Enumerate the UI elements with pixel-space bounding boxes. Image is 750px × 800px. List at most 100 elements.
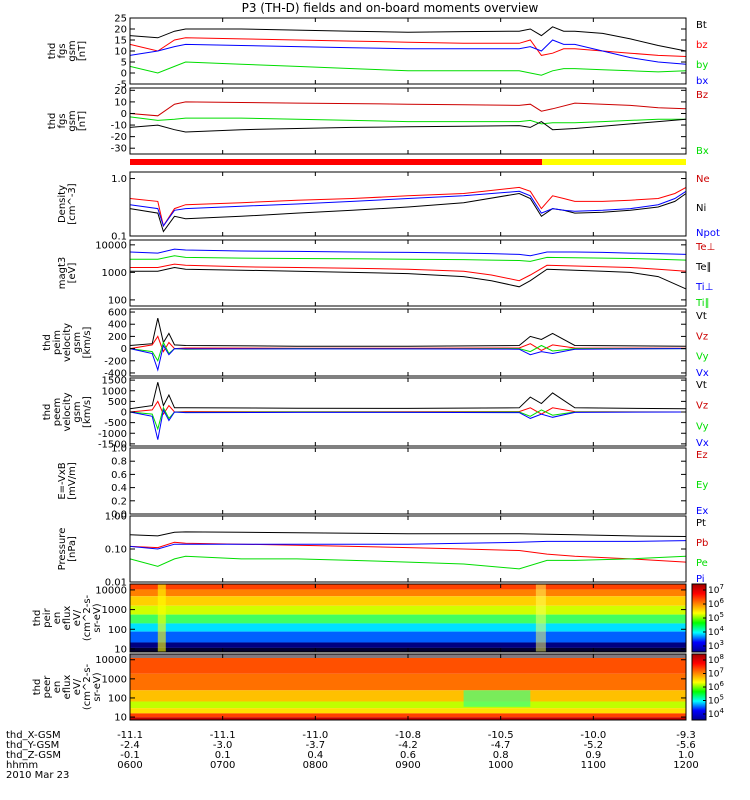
ephem-value: -2.4 bbox=[120, 740, 140, 751]
ylabel: Density[cm^-3] bbox=[57, 183, 78, 224]
legend-item: Ti⊥ bbox=[695, 282, 713, 293]
panel-frame bbox=[129, 87, 687, 155]
ylabel-line: thd bbox=[47, 113, 58, 130]
ytick-label: -1000 bbox=[98, 429, 127, 440]
spectrogram-band bbox=[130, 701, 686, 709]
ylabel-line: gsm bbox=[72, 332, 83, 353]
ylabel-line: peer bbox=[42, 675, 53, 699]
series-p5-3 bbox=[129, 344, 687, 372]
ephem-value: -10.8 bbox=[395, 730, 421, 741]
series-p3-2 bbox=[129, 190, 687, 228]
ephem-value: 1100 bbox=[581, 760, 606, 771]
spectrogram-band bbox=[130, 642, 686, 648]
series-p4-3 bbox=[130, 255, 687, 262]
spectrogram-band bbox=[130, 713, 686, 718]
ephem-value: -3.0 bbox=[213, 740, 233, 751]
ytick-label: 0.1 bbox=[111, 232, 127, 243]
ylabel-line: fgs bbox=[57, 113, 68, 128]
ephemeris-table: thd_X-GSM -11.1 -11.1 -11.0 -10.8 -10.5 -10.0-… bbox=[6, 730, 699, 781]
spectrogram-band bbox=[130, 708, 686, 714]
figure-title: P3 (TH-D) fields and on-board moments ov… bbox=[242, 1, 539, 15]
ytick-label: 600 bbox=[108, 308, 127, 319]
ylabel: thdpeerenefluxeV/(cm^2-s-sr-eV) bbox=[32, 663, 103, 710]
ylabel-line: sr-eV) bbox=[92, 672, 103, 701]
ytick-label: 0.8 bbox=[111, 457, 127, 468]
mode-bar-yellow bbox=[542, 159, 686, 165]
ytick-label: 15 bbox=[114, 36, 127, 47]
spectrogram-band bbox=[130, 631, 686, 643]
ephem-value: -9.3 bbox=[676, 730, 696, 741]
ytick-label: 10 bbox=[114, 713, 127, 724]
legend-item: Pb bbox=[696, 538, 708, 549]
legend-item: bx bbox=[696, 76, 708, 87]
ytick-label: 10000 bbox=[95, 240, 127, 251]
ephem-row-label: thd_Y-GSM bbox=[6, 740, 59, 751]
ephem-value: 1000 bbox=[488, 760, 513, 771]
ylabel-line: eV/ bbox=[72, 678, 83, 695]
ylabel-line: gsm bbox=[67, 110, 78, 131]
ephem-value: 0900 bbox=[395, 760, 420, 771]
ylabel: thdpeirenefluxeV/(cm^2-s-sr-eV) bbox=[32, 594, 103, 641]
spectrogram-band bbox=[130, 690, 686, 702]
ephem-value: 0600 bbox=[117, 760, 142, 771]
spectrogram-feature bbox=[157, 584, 166, 652]
series-p3-1 bbox=[129, 192, 687, 233]
ylabel-line: en bbox=[52, 612, 63, 625]
series-p1-2 bbox=[129, 61, 687, 76]
ephem-value: 1.0 bbox=[678, 750, 694, 761]
series-p8-2 bbox=[129, 555, 687, 570]
ephem-value: -11.1 bbox=[117, 730, 143, 741]
series-p4-2 bbox=[129, 248, 687, 257]
ytick-label: 100 bbox=[108, 625, 127, 636]
spectrogram-feature bbox=[535, 584, 546, 652]
ytick-label: 10 bbox=[114, 47, 127, 58]
ytick-label: 1500 bbox=[102, 376, 127, 387]
ephem-value: -0.1 bbox=[120, 750, 140, 761]
panel-p8: 1.00 0.10 0.01 Pressure[nPa] Pt Pb Pe Pi bbox=[57, 512, 708, 589]
ephem-value: 0700 bbox=[210, 760, 235, 771]
ytick-label: 1.00 bbox=[105, 512, 127, 523]
legend-item: Pi bbox=[696, 574, 705, 585]
ylabel-line: peir bbox=[42, 607, 53, 627]
legend-item: Npot bbox=[696, 228, 720, 239]
ytick-label: 1.0 bbox=[111, 444, 127, 455]
ylabel-line: Density bbox=[57, 185, 68, 223]
ylabel-line: [km/s] bbox=[82, 396, 93, 428]
ylabel-line: [mV/m] bbox=[67, 462, 78, 500]
ytick-label: 10 bbox=[114, 644, 127, 655]
series-p2-1 bbox=[129, 116, 686, 125]
ytick-label: 200 bbox=[108, 332, 127, 343]
spectrogram-band bbox=[130, 623, 686, 632]
series-p3-0 bbox=[129, 186, 687, 228]
ytick-label: 100 bbox=[108, 693, 127, 704]
ytick-label: 25 bbox=[114, 14, 127, 25]
ylabel: magt3[eV] bbox=[57, 257, 78, 290]
colorbar-exp: 6 bbox=[719, 597, 724, 605]
ytick-label: -20 bbox=[111, 132, 127, 143]
ephem-value: -10.5 bbox=[488, 730, 514, 741]
ylabel-line: [nPa] bbox=[67, 536, 78, 562]
legend-item: by bbox=[696, 60, 708, 71]
panel-frame bbox=[129, 308, 687, 377]
ytick-label: 0 bbox=[121, 69, 127, 80]
ytick-label: 400 bbox=[108, 320, 127, 331]
ylabel-line: magt3 bbox=[57, 257, 68, 290]
ylabel-line: peem bbox=[52, 398, 63, 426]
colorbar-exp: 8 bbox=[719, 653, 723, 661]
spectrogram-band bbox=[130, 673, 686, 691]
series-p8-3 bbox=[129, 540, 687, 550]
colorbar-exp: 6 bbox=[719, 680, 724, 688]
panel-p3: 1.0 0.1 Density[cm^-3] Ne Ni Npot bbox=[57, 171, 720, 243]
spectrogram-band bbox=[130, 596, 686, 606]
ytick-label: 20 bbox=[114, 25, 127, 36]
ylabel: thdfgsgsm[nT] bbox=[47, 40, 88, 61]
series-p2-2 bbox=[129, 118, 687, 133]
legend-item: Vt bbox=[696, 311, 707, 322]
ylabel-line: E=-VxB bbox=[57, 462, 68, 499]
mode-bar-red bbox=[130, 159, 542, 165]
colorbar-label: 108 bbox=[708, 653, 724, 666]
legend-item: Bz bbox=[696, 90, 708, 101]
